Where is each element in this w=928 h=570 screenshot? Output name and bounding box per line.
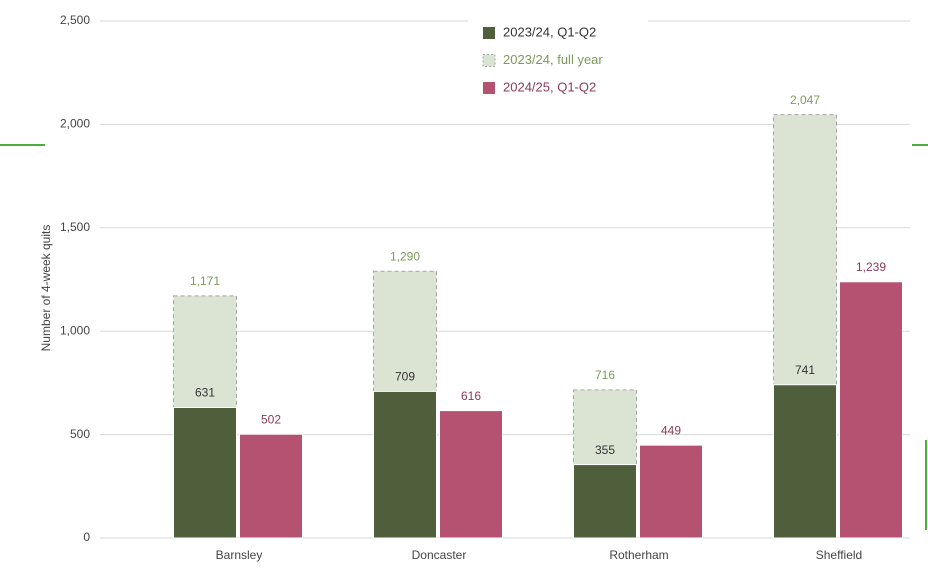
- x-tick-label: Barnsley: [216, 548, 263, 562]
- x-tick-label: Sheffield: [816, 548, 862, 562]
- y-tick-label: 1,500: [60, 220, 90, 234]
- value-label: 1,290: [390, 249, 420, 263]
- y-tick-label: 500: [70, 427, 90, 441]
- legend-swatch: [483, 27, 495, 39]
- bar: [173, 407, 237, 539]
- bar: [373, 390, 437, 539]
- y-axis-label: Number of 4-week quits: [39, 225, 53, 352]
- y-tick-label: 0: [83, 530, 90, 544]
- x-tick-label: Rotherham: [609, 548, 668, 562]
- value-label: 631: [195, 386, 215, 400]
- legend-background: [468, 14, 648, 104]
- legend-swatch: [483, 82, 495, 94]
- bar: [639, 444, 703, 539]
- value-label: 709: [395, 370, 415, 384]
- value-label: 741: [795, 363, 815, 377]
- value-label: 616: [461, 389, 481, 403]
- y-tick-label: 2,500: [60, 13, 90, 27]
- legend-label: 2023/24, Q1-Q2: [503, 24, 596, 39]
- bar: [573, 464, 637, 539]
- value-label: 449: [661, 423, 681, 437]
- value-label: 2,047: [790, 93, 820, 107]
- bar: [773, 384, 837, 539]
- bar: [439, 410, 503, 539]
- legend-label: 2023/24, full year: [503, 52, 603, 67]
- value-label: 716: [595, 368, 615, 382]
- bar: [239, 433, 303, 539]
- value-label: 1,171: [190, 274, 220, 288]
- value-label: 502: [261, 412, 281, 426]
- y-tick-label: 1,000: [60, 323, 90, 337]
- x-tick-label: Doncaster: [412, 548, 467, 562]
- bar: [839, 281, 903, 539]
- legend-label: 2024/25, Q1-Q2: [503, 79, 596, 94]
- y-tick-label: 2,000: [60, 117, 90, 131]
- value-label: 1,239: [856, 260, 886, 274]
- legend-swatch: [482, 54, 496, 67]
- value-label: 355: [595, 443, 615, 457]
